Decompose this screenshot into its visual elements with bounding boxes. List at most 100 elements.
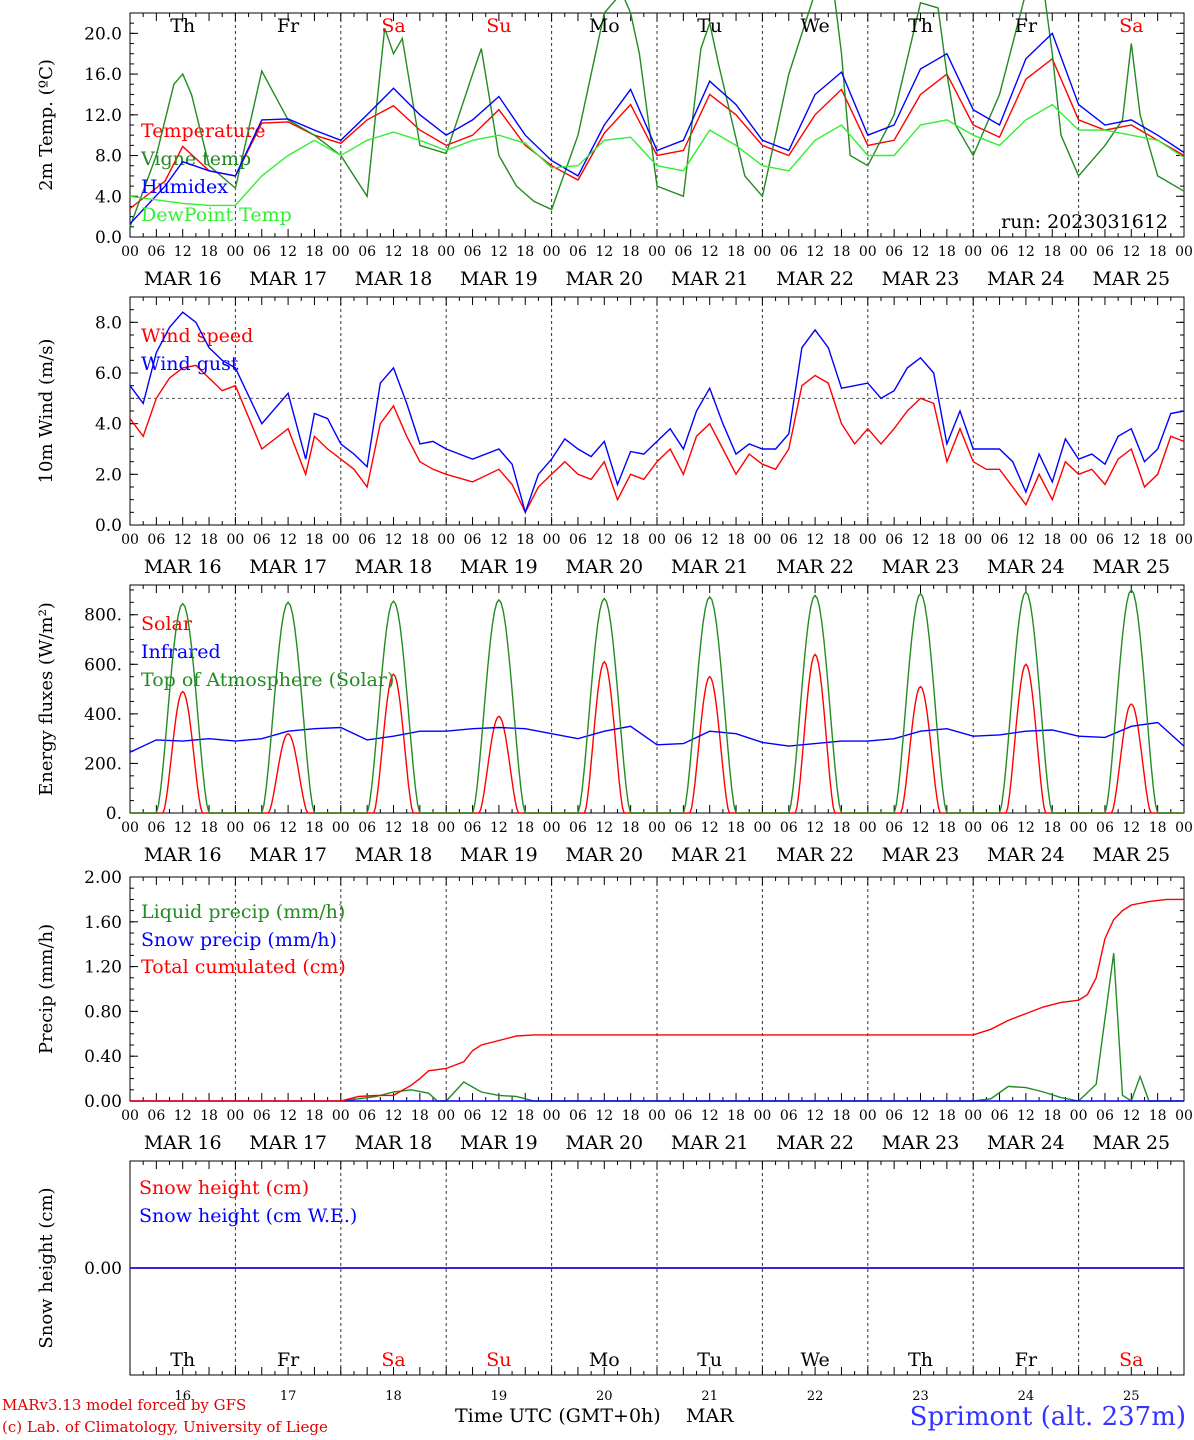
- hour-tick-label: 00: [753, 244, 771, 260]
- hour-tick-label: 18: [1149, 532, 1167, 548]
- hour-tick-label: 12: [806, 1108, 824, 1124]
- hour-tick-label: 00: [543, 1108, 561, 1124]
- hour-tick-label: 06: [674, 244, 692, 260]
- hour-tick-label: 18: [306, 244, 324, 260]
- hour-tick-label: 18: [306, 532, 324, 548]
- date-label: MAR 25: [1092, 844, 1170, 866]
- day-number-label: 20: [596, 1389, 613, 1404]
- hour-tick-label: 00: [121, 244, 139, 260]
- hour-tick-label: 06: [569, 1108, 587, 1124]
- hour-tick-label: 00: [859, 820, 877, 836]
- y-tick-label: 0.00: [84, 1092, 122, 1112]
- hour-tick-label: 00: [859, 532, 877, 548]
- date-label: MAR 17: [249, 556, 327, 578]
- legend-entry: Snow height (cm W.E.): [139, 1205, 357, 1227]
- hour-tick-label: 00: [437, 532, 455, 548]
- hour-tick-label: 18: [516, 1108, 534, 1124]
- hour-tick-label: 06: [1096, 1108, 1114, 1124]
- day-of-week-label: Th: [908, 1349, 933, 1371]
- date-label: MAR 21: [671, 1132, 749, 1154]
- hour-tick-label: 12: [490, 532, 508, 548]
- y-tick-label: 4.0: [95, 415, 122, 435]
- hour-tick-label: 06: [147, 244, 165, 260]
- date-label: MAR 22: [776, 844, 854, 866]
- hour-tick-label: 00: [543, 532, 561, 548]
- month-label: MAR: [686, 1405, 734, 1427]
- hour-tick-label: 00: [1175, 820, 1193, 836]
- hour-tick-label: 00: [859, 1108, 877, 1124]
- hour-tick-label: 12: [912, 820, 930, 836]
- hour-tick-label: 00: [121, 532, 139, 548]
- hour-tick-label: 06: [1096, 244, 1114, 260]
- hour-tick-label: 12: [490, 244, 508, 260]
- hour-tick-label: 00: [964, 1108, 982, 1124]
- day-number-label: 16: [174, 1389, 191, 1404]
- date-label: MAR 19: [460, 844, 538, 866]
- series-line-humidex: [129, 32, 1185, 225]
- y-tick-label: 4.0: [95, 187, 122, 207]
- hour-tick-label: 00: [121, 820, 139, 836]
- date-label: MAR 20: [565, 556, 643, 578]
- hour-tick-label: 18: [622, 532, 640, 548]
- hour-tick-label: 12: [1017, 1108, 1035, 1124]
- legend-entry: Total cumulated (cm): [141, 956, 346, 978]
- hour-tick-label: 06: [780, 1108, 798, 1124]
- y-axis-label: 10m Wind (m/s): [36, 339, 57, 484]
- hour-tick-label: 12: [806, 244, 824, 260]
- hour-tick-label: 12: [701, 532, 719, 548]
- y-tick-label: 16.0: [84, 65, 122, 85]
- day-of-week-label: Fr: [277, 15, 300, 37]
- time-axis-title: Time UTC (GMT+0h): [455, 1405, 661, 1427]
- chart-panel-5: 0.00 Snow height (cm) Snow height (cm) Snow…: [36, 1160, 1185, 1404]
- hour-tick-label: 00: [332, 1108, 350, 1124]
- hour-tick-label: 12: [595, 532, 613, 548]
- hour-tick-label: 06: [991, 244, 1009, 260]
- y-axis-label: Precip (mm/h): [36, 924, 57, 1054]
- date-label: MAR 22: [776, 1132, 854, 1154]
- hour-tick-label: 18: [411, 820, 429, 836]
- hour-tick-label: 06: [569, 820, 587, 836]
- hour-tick-label: 12: [1122, 244, 1140, 260]
- date-label: MAR 23: [882, 556, 960, 578]
- hour-tick-label: 06: [885, 532, 903, 548]
- hour-tick-label: 12: [490, 1108, 508, 1124]
- legend-entry: Snow precip (mm/h): [141, 929, 337, 951]
- hour-tick-label: 06: [674, 532, 692, 548]
- y-tick-label: 2.0: [95, 465, 122, 485]
- hour-tick-label: 18: [1043, 532, 1061, 548]
- hour-tick-label: 12: [279, 820, 297, 836]
- hour-tick-label: 06: [885, 1108, 903, 1124]
- date-label: MAR 21: [671, 556, 749, 578]
- legend-entry: Wind speed: [141, 325, 253, 347]
- hour-tick-label: 00: [964, 244, 982, 260]
- day-of-week-label: Fr: [1015, 15, 1038, 37]
- hour-tick-label: 18: [622, 1108, 640, 1124]
- date-label: MAR 18: [355, 556, 433, 578]
- date-label: MAR 19: [460, 556, 538, 578]
- hour-tick-label: 18: [1043, 1108, 1061, 1124]
- y-tick-label: 0.: [106, 804, 122, 824]
- y-tick-label: 0.40: [84, 1047, 122, 1067]
- date-label: MAR 21: [671, 268, 749, 290]
- date-label: MAR 25: [1092, 556, 1170, 578]
- chart-panel-3: 0. 200. 400. 600. 800. Energy fluxes (W/m²) So…: [36, 584, 1193, 866]
- y-axis-label: Snow height (cm): [36, 1187, 57, 1348]
- hour-tick-label: 06: [358, 244, 376, 260]
- y-tick-label: 8.0: [95, 313, 122, 333]
- hour-tick-label: 00: [1070, 820, 1088, 836]
- day-number-label: 19: [491, 1389, 508, 1404]
- hour-tick-label: 18: [938, 244, 956, 260]
- hour-tick-label: 00: [332, 244, 350, 260]
- y-tick-label: 8.0: [95, 147, 122, 167]
- hour-tick-label: 00: [1070, 532, 1088, 548]
- day-of-week-label: Mo: [589, 1349, 620, 1371]
- hour-tick-label: 00: [226, 820, 244, 836]
- hour-tick-label: 06: [991, 532, 1009, 548]
- hour-tick-label: 06: [147, 532, 165, 548]
- hour-tick-label: 18: [833, 532, 851, 548]
- day-of-week-label: Th: [170, 1349, 195, 1371]
- hour-tick-label: 06: [674, 820, 692, 836]
- date-label: MAR 22: [776, 556, 854, 578]
- hour-tick-label: 06: [569, 532, 587, 548]
- hour-tick-label: 00: [332, 820, 350, 836]
